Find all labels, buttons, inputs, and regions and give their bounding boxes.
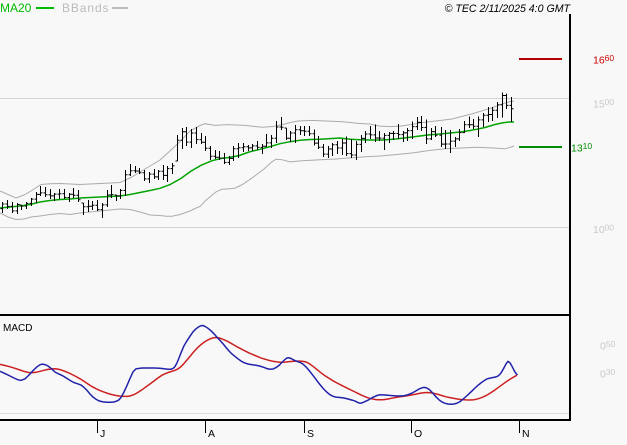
svg-text:O: O [414,428,422,440]
svg-text:00: 00 [605,223,615,233]
svg-text:BBands: BBands [62,1,109,15]
svg-text:15: 15 [593,99,605,111]
svg-text:J: J [100,428,105,440]
svg-text:0: 0 [600,341,606,353]
svg-text:60: 60 [605,53,615,63]
svg-text:0: 0 [600,369,606,381]
svg-text:50: 50 [606,339,616,349]
svg-text:MACD: MACD [3,323,32,334]
svg-text:00: 00 [605,97,615,107]
svg-text:A: A [208,428,215,440]
svg-text:© TEC 2/11/2025 4:0 GMT: © TEC 2/11/2025 4:0 GMT [445,3,572,15]
svg-text:16: 16 [593,55,605,67]
svg-text:30: 30 [606,367,616,377]
svg-text:10: 10 [593,224,605,236]
svg-text:N: N [522,428,530,440]
svg-text:S: S [307,428,314,440]
svg-text:13: 13 [571,143,583,155]
svg-text:MA20: MA20 [0,1,32,15]
svg-text:10: 10 [583,141,593,151]
